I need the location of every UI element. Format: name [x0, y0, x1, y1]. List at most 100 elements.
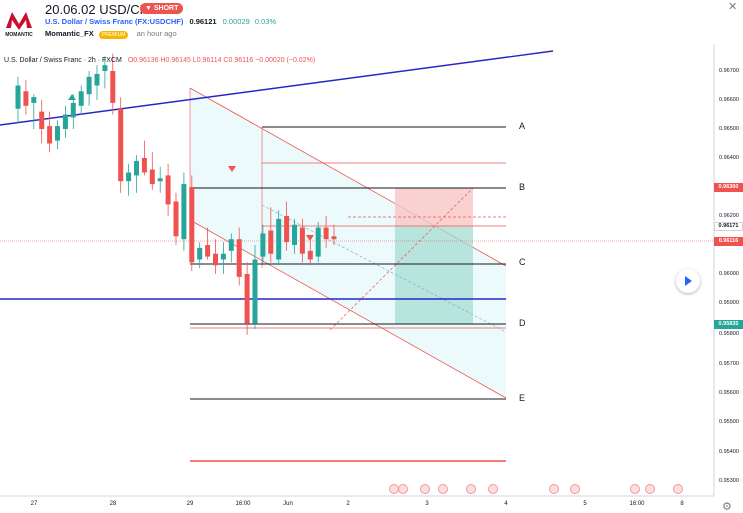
price-label: 0.95800 [719, 331, 739, 337]
symbol-link[interactable]: U.S. Dollar / Swiss Franc (FX:USDCHF) [45, 17, 184, 26]
candle-body [228, 239, 234, 251]
event-flag-icon[interactable] [570, 484, 580, 494]
price-label: 0.96000 [719, 271, 739, 277]
event-flag-icon[interactable] [420, 484, 430, 494]
time-label: 4 [504, 501, 508, 507]
candle-body [173, 201, 179, 237]
candle-body [94, 73, 100, 86]
position-target-zone [395, 226, 473, 324]
level-e-label: E [519, 393, 526, 403]
candle-body [141, 158, 147, 173]
candle-body [244, 274, 250, 324]
event-flag-icon[interactable] [673, 484, 683, 494]
entry-price-tag: 0.96171 [714, 222, 743, 231]
candle-body [39, 111, 45, 129]
time-label: 29 [186, 501, 194, 507]
symbol-info: U.S. Dollar / Swiss Franc (FX:USDCHF) 0.… [45, 17, 276, 26]
candle-body [315, 227, 321, 257]
candle-body [118, 108, 124, 182]
event-flag-icon[interactable] [645, 484, 655, 494]
idea-header: MOMANTIC 20.06.02 USD/CHF ▼ SHORT U.S. D… [0, 0, 743, 44]
level-c-label: C [519, 257, 526, 267]
candle-body [86, 76, 92, 95]
symbol-change-percent: 0.03% [254, 17, 277, 26]
projection-path-2 [329, 187, 474, 331]
candle-body [220, 253, 226, 260]
stop-price-tag: 0.96300 [714, 183, 743, 192]
play-icon [685, 276, 692, 286]
price-label: 0.96700 [719, 68, 739, 74]
candle-body [15, 85, 21, 109]
candle-body [62, 114, 68, 129]
short-direction-badge: ▼ SHORT [140, 3, 184, 14]
price-label: 0.95600 [719, 390, 739, 396]
event-flag-icon[interactable] [488, 484, 498, 494]
candle-body [252, 259, 258, 324]
candle-body [47, 126, 53, 144]
candle-body [70, 102, 76, 118]
event-flag-icon[interactable] [630, 484, 640, 494]
position-stop-zone [395, 188, 473, 226]
symbol-price: 0.96121 [189, 17, 217, 26]
candle-body [213, 253, 218, 266]
event-flag-icon[interactable] [438, 484, 448, 494]
time-label: Jun [283, 501, 293, 507]
candle-body [110, 71, 116, 103]
time-label: 3 [425, 501, 429, 507]
candle-body [55, 126, 60, 141]
price-label: 0.95700 [719, 361, 739, 367]
candle-body [126, 172, 132, 182]
candle-body [260, 233, 266, 257]
candle-body [165, 175, 171, 205]
price-label: 0.96600 [719, 97, 739, 103]
sell-signal-marker-2 [306, 235, 314, 241]
candle-body [181, 184, 187, 240]
buy-signal-marker [68, 94, 76, 100]
close-icon[interactable]: ✕ [728, 1, 738, 13]
direction-label: SHORT [153, 5, 179, 12]
event-flag-icon[interactable] [398, 484, 408, 494]
legend-symbol: U.S. Dollar / Swiss Franc · 2h · FXCM [4, 57, 122, 64]
price-label: 0.96500 [719, 126, 739, 132]
candle-body [205, 245, 211, 257]
candle-body [268, 230, 274, 254]
candle-body [197, 247, 203, 260]
price-label: 0.95400 [719, 449, 739, 455]
candle-body [189, 187, 195, 263]
author-link[interactable]: Momantic_FX [45, 29, 94, 38]
time-label: 8 [680, 501, 684, 507]
symbol-change: 0.00029 [222, 17, 250, 26]
level-a-label: A [519, 121, 526, 131]
candle-body [23, 91, 29, 106]
price-label: 0.96200 [719, 213, 739, 219]
time-label: 16:00 [629, 501, 645, 507]
price-label: 0.95500 [719, 419, 739, 425]
event-flag-icon[interactable] [466, 484, 476, 494]
play-button[interactable] [676, 269, 700, 293]
candle-body [276, 218, 282, 260]
event-flag-icon[interactable] [549, 484, 559, 494]
candle-body [292, 224, 297, 245]
candle-body [307, 250, 313, 260]
chart-legend: U.S. Dollar / Swiss Franc · 2h · FXCM O0… [4, 57, 315, 64]
svg-text:MOMANTIC: MOMANTIC [5, 32, 33, 38]
level-b-label: B [519, 182, 526, 192]
candle-body [78, 91, 84, 106]
candle-body [331, 236, 337, 240]
idea-title: 20.06.02 USD/CHF [45, 2, 157, 17]
price-label: 0.95900 [719, 300, 739, 306]
candle-body [299, 227, 305, 254]
time-label: 27 [30, 501, 38, 507]
candle-body [134, 160, 139, 176]
price-label: 0.95300 [719, 478, 739, 484]
channel-lower [189, 219, 507, 399]
candle-body [157, 178, 163, 182]
current-price-tag: 0.96116 [714, 237, 743, 246]
time-label: 28 [109, 501, 117, 507]
blue-trendline [0, 50, 554, 126]
gear-icon[interactable]: ⚙ [722, 501, 732, 513]
candle-body [102, 65, 108, 71]
time-label: 16:00 [235, 501, 251, 507]
time-label: 2 [346, 501, 350, 507]
